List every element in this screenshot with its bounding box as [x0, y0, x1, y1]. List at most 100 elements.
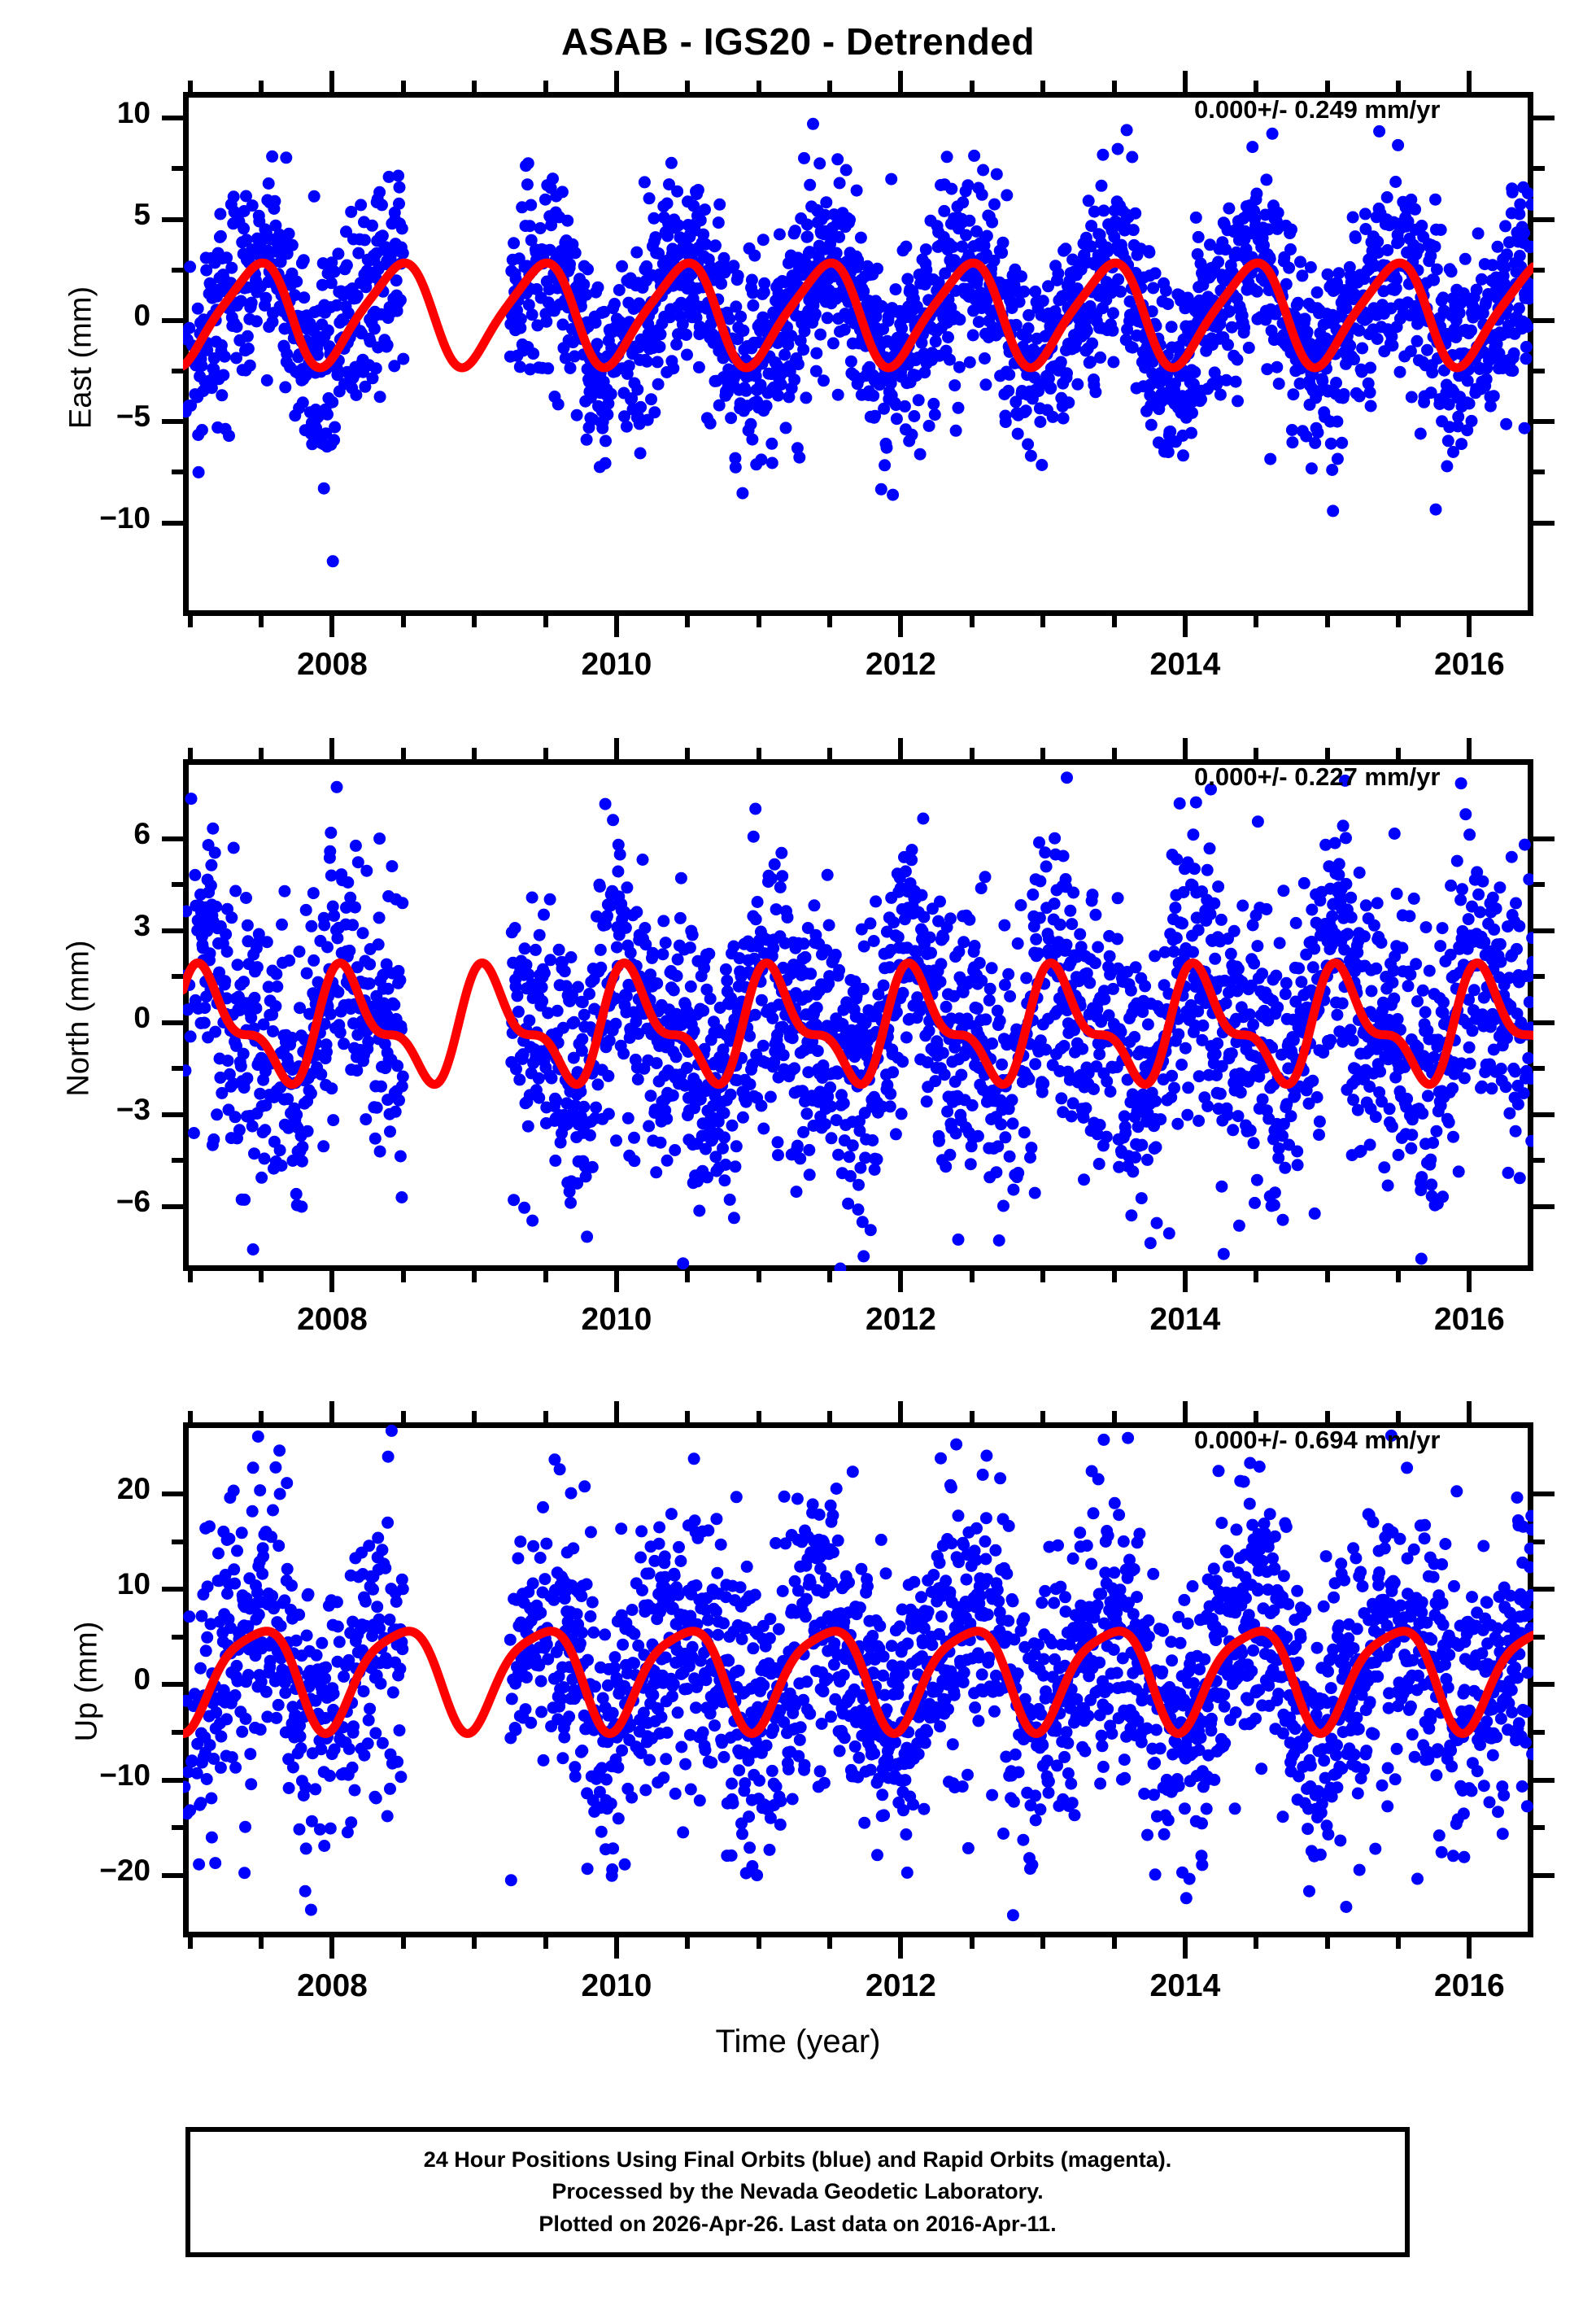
y-tick-minor-east-1	[172, 268, 183, 273]
y-tick-minor-right-up-2	[1533, 1730, 1545, 1735]
x-tick-minor-up-2007.5	[259, 1937, 264, 1949]
x-tick-minor-top-north-2011.5	[827, 748, 832, 759]
x-tick-minor-top-east-2009.0	[472, 81, 477, 92]
scatter-points	[183, 771, 1533, 1271]
footer-line-plotted-on: Plotted on 2026-Apr-26. Last data on 201…	[539, 2208, 1056, 2240]
x-tick-minor-up-2007.0	[188, 1937, 193, 1949]
x-tick-minor-up-2013.0	[1040, 1937, 1045, 1949]
x-tick-major-top-north-2014.0	[1183, 738, 1188, 759]
x-tick-minor-top-north-2015.0	[1325, 748, 1330, 759]
x-tick-major-up-2008.0	[329, 1937, 334, 1959]
plot-area-up	[183, 1422, 1533, 1937]
y-tick-minor-right-east-1	[1533, 268, 1545, 273]
y-tick-label-north-4: −6	[28, 1185, 150, 1219]
x-tick-minor-top-east-2007.0	[188, 81, 193, 92]
y-tick-major-right-up-0	[1533, 1491, 1555, 1496]
x-tick-label-east-4: 2016	[1380, 647, 1559, 683]
x-tick-minor-up-2009.5	[543, 1937, 548, 1949]
x-tick-label-east-2: 2012	[811, 647, 990, 683]
x-tick-label-north-4: 2016	[1380, 1302, 1559, 1338]
x-tick-minor-up-2010.5	[685, 1937, 690, 1949]
x-tick-minor-north-2008.5	[401, 1271, 406, 1282]
y-tick-minor-right-east-3	[1533, 469, 1545, 474]
x-tick-minor-top-up-2011.5	[827, 1411, 832, 1422]
x-tick-label-up-1: 2010	[527, 1968, 706, 2004]
y-tick-label-up-2: 0	[28, 1662, 150, 1697]
x-tick-minor-east-2011.0	[757, 616, 761, 627]
y-axis-label-east: East (mm)	[64, 236, 99, 480]
x-tick-minor-north-2009.0	[472, 1271, 477, 1282]
y-tick-label-up-4: −20	[28, 1854, 150, 1888]
y-tick-minor-right-north-3	[1533, 1158, 1545, 1163]
y-tick-label-north-0: 6	[28, 817, 150, 851]
x-tick-minor-top-up-2007.5	[259, 1411, 264, 1422]
x-tick-major-top-north-2016.0	[1467, 738, 1472, 759]
y-tick-label-up-3: −10	[28, 1758, 150, 1793]
y-tick-major-east-2	[162, 318, 183, 323]
y-tick-major-up-1	[162, 1587, 183, 1592]
x-tick-minor-top-east-2008.5	[401, 81, 406, 92]
y-tick-minor-east-3	[172, 469, 183, 474]
x-tick-minor-top-east-2013.0	[1040, 81, 1045, 92]
x-tick-minor-north-2015.0	[1325, 1271, 1330, 1282]
x-tick-minor-top-east-2010.5	[685, 81, 690, 92]
y-tick-minor-east-0	[172, 166, 183, 171]
x-tick-major-top-north-2012.0	[898, 738, 903, 759]
x-tick-minor-east-2008.5	[401, 616, 406, 627]
x-tick-minor-east-2009.0	[472, 616, 477, 627]
x-tick-minor-east-2013.5	[1112, 616, 1117, 627]
x-tick-minor-north-2013.5	[1112, 1271, 1117, 1282]
x-tick-minor-top-up-2012.5	[970, 1411, 975, 1422]
y-tick-minor-east-2	[172, 369, 183, 373]
x-tick-minor-up-2011.0	[757, 1937, 761, 1949]
y-tick-minor-up-0	[172, 1540, 183, 1544]
y-tick-label-north-3: −3	[28, 1093, 150, 1127]
y-tick-minor-up-1	[172, 1635, 183, 1640]
y-tick-minor-right-up-1	[1533, 1635, 1545, 1640]
y-tick-minor-up-3	[172, 1825, 183, 1830]
x-tick-minor-top-east-2011.5	[827, 81, 832, 92]
x-tick-minor-top-up-2014.5	[1254, 1411, 1258, 1422]
y-tick-major-right-up-3	[1533, 1778, 1555, 1783]
y-tick-major-right-north-0	[1533, 836, 1555, 841]
x-tick-minor-top-up-2008.5	[401, 1411, 406, 1422]
y-tick-major-up-0	[162, 1491, 183, 1496]
x-tick-major-top-up-2016.0	[1467, 1401, 1472, 1422]
panel-north	[183, 759, 1533, 1271]
y-tick-minor-right-up-3	[1533, 1825, 1545, 1830]
x-tick-major-up-2010.0	[614, 1937, 619, 1959]
x-tick-major-north-2008.0	[329, 1271, 334, 1292]
y-tick-minor-right-up-0	[1533, 1540, 1545, 1544]
panel-up	[183, 1422, 1533, 1937]
x-tick-minor-top-up-2009.5	[543, 1411, 548, 1422]
y-tick-minor-north-0	[172, 882, 183, 887]
y-tick-major-up-2	[162, 1682, 183, 1687]
x-tick-label-north-2: 2012	[811, 1302, 990, 1338]
x-tick-minor-top-east-2015.0	[1325, 81, 1330, 92]
x-tick-minor-east-2007.5	[259, 616, 264, 627]
x-tick-minor-east-2015.5	[1396, 616, 1401, 627]
plot-area-east	[183, 92, 1533, 616]
x-tick-minor-top-up-2015.5	[1396, 1411, 1401, 1422]
x-tick-minor-top-east-2011.0	[757, 81, 761, 92]
y-tick-major-right-east-1	[1533, 217, 1555, 222]
x-tick-minor-up-2014.5	[1254, 1937, 1258, 1949]
y-tick-major-right-east-2	[1533, 318, 1555, 323]
x-tick-major-up-2016.0	[1467, 1937, 1472, 1959]
x-tick-major-north-2014.0	[1183, 1271, 1188, 1292]
x-tick-minor-north-2014.5	[1254, 1271, 1258, 1282]
x-tick-major-top-east-2012.0	[898, 71, 903, 92]
x-tick-minor-top-up-2009.0	[472, 1411, 477, 1422]
x-tick-minor-top-north-2007.0	[188, 748, 193, 759]
scatter-points	[183, 1425, 1533, 1937]
y-tick-major-right-up-1	[1533, 1587, 1555, 1592]
x-tick-minor-top-north-2011.0	[757, 748, 761, 759]
x-tick-minor-top-east-2007.5	[259, 81, 264, 92]
x-tick-minor-top-east-2013.5	[1112, 81, 1117, 92]
x-tick-major-top-up-2014.0	[1183, 1401, 1188, 1422]
x-tick-major-top-north-2008.0	[329, 738, 334, 759]
y-tick-label-north-1: 3	[28, 909, 150, 943]
x-tick-label-north-1: 2010	[527, 1302, 706, 1338]
y-tick-major-east-4	[162, 521, 183, 526]
x-tick-minor-top-north-2007.5	[259, 748, 264, 759]
